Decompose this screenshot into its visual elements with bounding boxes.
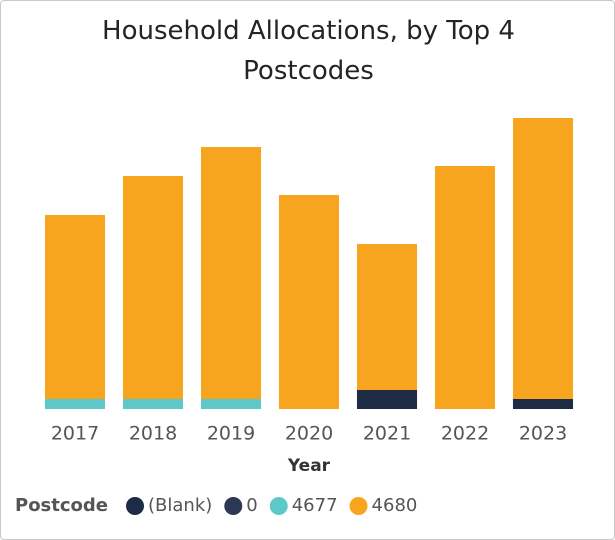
x-axis-title: Year [287, 456, 331, 476]
bar-segment [356, 244, 418, 390]
bar-segment [122, 399, 184, 409]
bar-segment [200, 147, 262, 399]
x-tick-label: 2022 [441, 423, 489, 445]
x-tick-label: 2020 [285, 423, 333, 445]
x-tick-label: 2023 [519, 423, 567, 445]
bar-segment [512, 399, 574, 409]
legend-marker [269, 497, 288, 515]
legend-title: Postcode [15, 495, 108, 516]
bar-segment [512, 118, 574, 399]
legend-label: 0 [246, 495, 257, 516]
x-tick-label: 2019 [207, 423, 255, 445]
bar-segment [44, 215, 106, 399]
legend-marker [349, 497, 368, 515]
chart-title: Household Allocations, by Top 4 Postcode… [102, 16, 515, 86]
legend-label: (Blank) [148, 495, 212, 516]
legend-label: 4680 [372, 495, 418, 516]
legend-marker [224, 497, 243, 515]
x-tick-label: 2021 [363, 423, 411, 445]
legend-label: 4677 [292, 495, 338, 516]
bar-segment [122, 176, 184, 399]
bar-segment [434, 166, 496, 409]
bar-segment [356, 390, 418, 409]
bar-segment [200, 399, 262, 409]
bar-segment [278, 195, 340, 409]
x-tick-label: 2018 [129, 423, 177, 445]
legend-marker [126, 497, 145, 515]
bar-segment [44, 399, 106, 409]
x-tick-label: 2017 [51, 423, 99, 445]
